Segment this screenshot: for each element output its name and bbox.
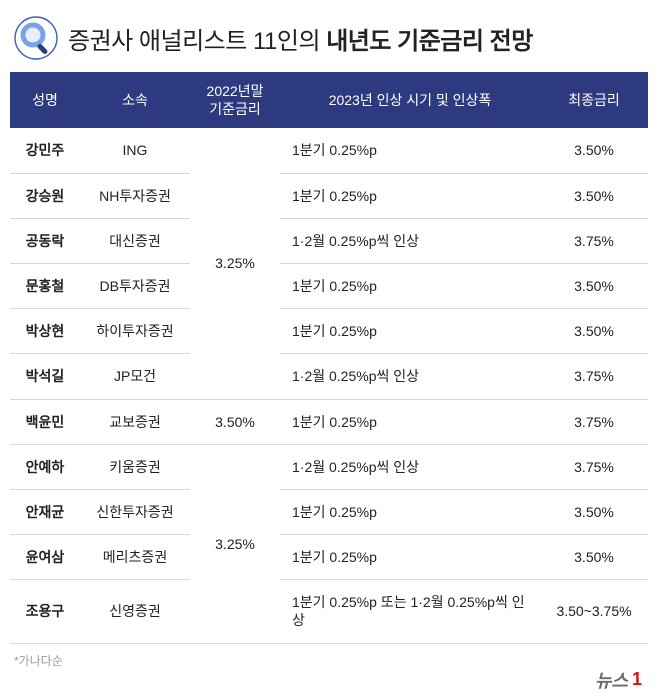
table-row: 문홍철DB투자증권 1분기 0.25%p3.50% bbox=[10, 263, 648, 308]
news1-logo: 뉴스1 bbox=[595, 667, 642, 693]
col-final: 최종금리 bbox=[540, 72, 648, 128]
cell-forecast: 1분기 0.25%p bbox=[280, 263, 540, 308]
table-row: 조용구신영증권 1분기 0.25%p 또는 1·2월 0.25%p씩 인상3.50… bbox=[10, 580, 648, 643]
magnifier-icon bbox=[14, 16, 58, 60]
cell-forecast: 1·2월 0.25%p씩 인상 bbox=[280, 444, 540, 489]
cell-name: 윤여삼 bbox=[10, 535, 80, 580]
cell-final-rate: 3.75% bbox=[540, 444, 648, 489]
cell-name: 박상현 bbox=[10, 309, 80, 354]
cell-name: 박석길 bbox=[10, 354, 80, 399]
table-body: 강민주ING3.25%1분기 0.25%p3.50%강승원NH투자증권1분기 0… bbox=[10, 128, 648, 643]
table-header-row: 성명 소속 2022년말 기준금리 2023년 인상 시기 및 인상폭 최종금리 bbox=[10, 72, 648, 128]
forecast-table: 성명 소속 2022년말 기준금리 2023년 인상 시기 및 인상폭 최종금리… bbox=[10, 72, 648, 644]
cell-name: 강승원 bbox=[10, 173, 80, 218]
logo-row: 뉴스1 bbox=[10, 667, 648, 693]
cell-firm: 하이투자증권 bbox=[80, 309, 190, 354]
col-forecast: 2023년 인상 시기 및 인상폭 bbox=[280, 72, 540, 128]
cell-final-rate: 3.50% bbox=[540, 128, 648, 173]
title-row: 증권사 애널리스트 11인의 내년도 기준금리 전망 bbox=[10, 12, 648, 72]
cell-name: 안예하 bbox=[10, 444, 80, 489]
cell-name: 공동락 bbox=[10, 218, 80, 263]
col-name: 성명 bbox=[10, 72, 80, 128]
col-base2022: 2022년말 기준금리 bbox=[190, 72, 280, 128]
cell-forecast: 1·2월 0.25%p씩 인상 bbox=[280, 354, 540, 399]
cell-name: 문홍철 bbox=[10, 263, 80, 308]
cell-forecast: 1분기 0.25%p bbox=[280, 399, 540, 444]
cell-firm: NH투자증권 bbox=[80, 173, 190, 218]
table-row: 강민주ING3.25%1분기 0.25%p3.50% bbox=[10, 128, 648, 173]
cell-firm: 키움증권 bbox=[80, 444, 190, 489]
table-row: 박석길JP모건 1·2월 0.25%p씩 인상3.75% bbox=[10, 354, 648, 399]
cell-base-rate: 3.25% bbox=[190, 444, 280, 643]
table-row: 공동락대신증권 1·2월 0.25%p씩 인상3.75% bbox=[10, 218, 648, 263]
cell-name: 조용구 bbox=[10, 580, 80, 643]
cell-forecast: 1분기 0.25%p bbox=[280, 128, 540, 173]
cell-name: 강민주 bbox=[10, 128, 80, 173]
table-row: 윤여삼메리츠증권 1분기 0.25%p3.50% bbox=[10, 535, 648, 580]
cell-name: 백윤민 bbox=[10, 399, 80, 444]
cell-firm: 교보증권 bbox=[80, 399, 190, 444]
cell-final-rate: 3.50% bbox=[540, 489, 648, 534]
cell-final-rate: 3.75% bbox=[540, 218, 648, 263]
cell-base-rate: 3.50% bbox=[190, 399, 280, 444]
cell-final-rate: 3.50% bbox=[540, 263, 648, 308]
table-row: 백윤민교보증권3.50%1분기 0.25%p3.75% bbox=[10, 399, 648, 444]
title-prefix: 증권사 애널리스트 11인의 bbox=[68, 28, 326, 55]
cell-final-rate: 3.50% bbox=[540, 309, 648, 354]
cell-name: 안재균 bbox=[10, 489, 80, 534]
cell-firm: 메리츠증권 bbox=[80, 535, 190, 580]
cell-firm: 대신증권 bbox=[80, 218, 190, 263]
title-bold: 내년도 기준금리 전망 bbox=[326, 28, 533, 55]
col-base2022-l2: 기준금리 bbox=[209, 101, 261, 117]
cell-firm: DB투자증권 bbox=[80, 263, 190, 308]
page-root: 증권사 애널리스트 11인의 내년도 기준금리 전망 성명 소속 2022년말 … bbox=[0, 0, 658, 697]
col-firm: 소속 bbox=[80, 72, 190, 128]
table-row: 강승원NH투자증권 1분기 0.25%p3.50% bbox=[10, 173, 648, 218]
cell-forecast: 1분기 0.25%p 또는 1·2월 0.25%p씩 인상 bbox=[280, 580, 540, 643]
cell-firm: ING bbox=[80, 128, 190, 173]
cell-base-rate: 3.25% bbox=[190, 128, 280, 399]
cell-firm: 신영증권 bbox=[80, 580, 190, 643]
table-row: 안재균신한투자증권 1분기 0.25%p3.50% bbox=[10, 489, 648, 534]
col-base2022-l1: 2022년말 bbox=[207, 83, 264, 99]
cell-final-rate: 3.75% bbox=[540, 399, 648, 444]
cell-firm: JP모건 bbox=[80, 354, 190, 399]
cell-forecast: 1·2월 0.25%p씩 인상 bbox=[280, 218, 540, 263]
page-title: 증권사 애널리스트 11인의 내년도 기준금리 전망 bbox=[68, 21, 533, 56]
logo-suffix: 1 bbox=[632, 669, 642, 690]
table-row: 안예하키움증권3.25%1·2월 0.25%p씩 인상3.75% bbox=[10, 444, 648, 489]
cell-forecast: 1분기 0.25%p bbox=[280, 535, 540, 580]
logo-text: 뉴스 bbox=[595, 667, 628, 693]
cell-final-rate: 3.50~3.75% bbox=[540, 580, 648, 643]
cell-forecast: 1분기 0.25%p bbox=[280, 309, 540, 354]
cell-firm: 신한투자증권 bbox=[80, 489, 190, 534]
table-row: 박상현하이투자증권 1분기 0.25%p3.50% bbox=[10, 309, 648, 354]
cell-final-rate: 3.50% bbox=[540, 535, 648, 580]
cell-forecast: 1분기 0.25%p bbox=[280, 173, 540, 218]
cell-forecast: 1분기 0.25%p bbox=[280, 489, 540, 534]
cell-final-rate: 3.50% bbox=[540, 173, 648, 218]
cell-final-rate: 3.75% bbox=[540, 354, 648, 399]
